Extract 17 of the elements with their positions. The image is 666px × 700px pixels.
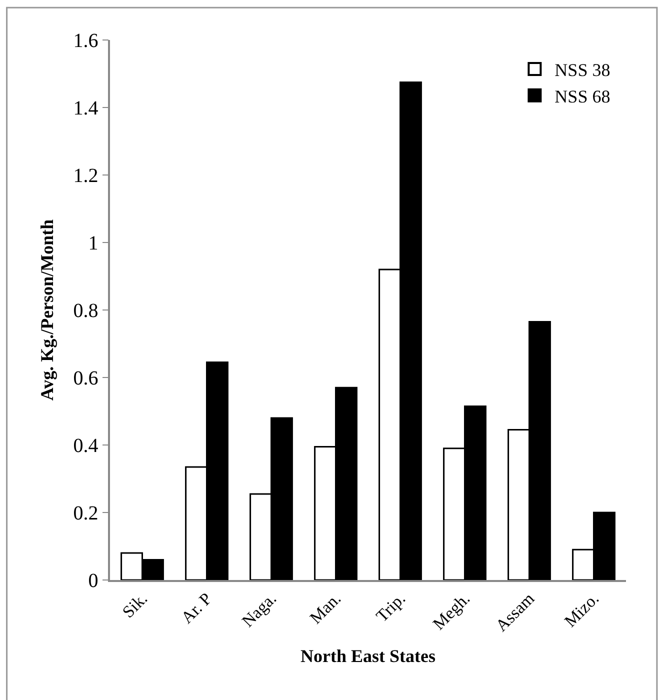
y-tick-label: 0.4 — [73, 435, 98, 457]
y-tick-label: 0.2 — [73, 502, 98, 524]
y-tick-label: 0 — [88, 570, 98, 592]
legend-label: NSS 68 — [554, 86, 610, 106]
x-tick-label: Ar. P — [177, 589, 216, 628]
y-tick-label: 0.8 — [73, 300, 98, 322]
x-axis-title: North East States — [300, 646, 436, 666]
y-axis-title: Avg. Kg./Person/Month — [36, 219, 57, 401]
x-tick-label: Sik. — [118, 589, 152, 622]
x-tick-label: Man. — [306, 589, 345, 628]
legend-label: NSS 38 — [554, 60, 610, 80]
y-tick-label: 0.6 — [73, 368, 98, 390]
y-tick-label: 1.6 — [73, 30, 98, 52]
y-tick-label: 1.4 — [73, 98, 98, 120]
y-tick-label: 1 — [88, 232, 98, 254]
x-tick-label: Trip. — [372, 589, 410, 626]
y-tick-label: 1.2 — [73, 165, 98, 187]
